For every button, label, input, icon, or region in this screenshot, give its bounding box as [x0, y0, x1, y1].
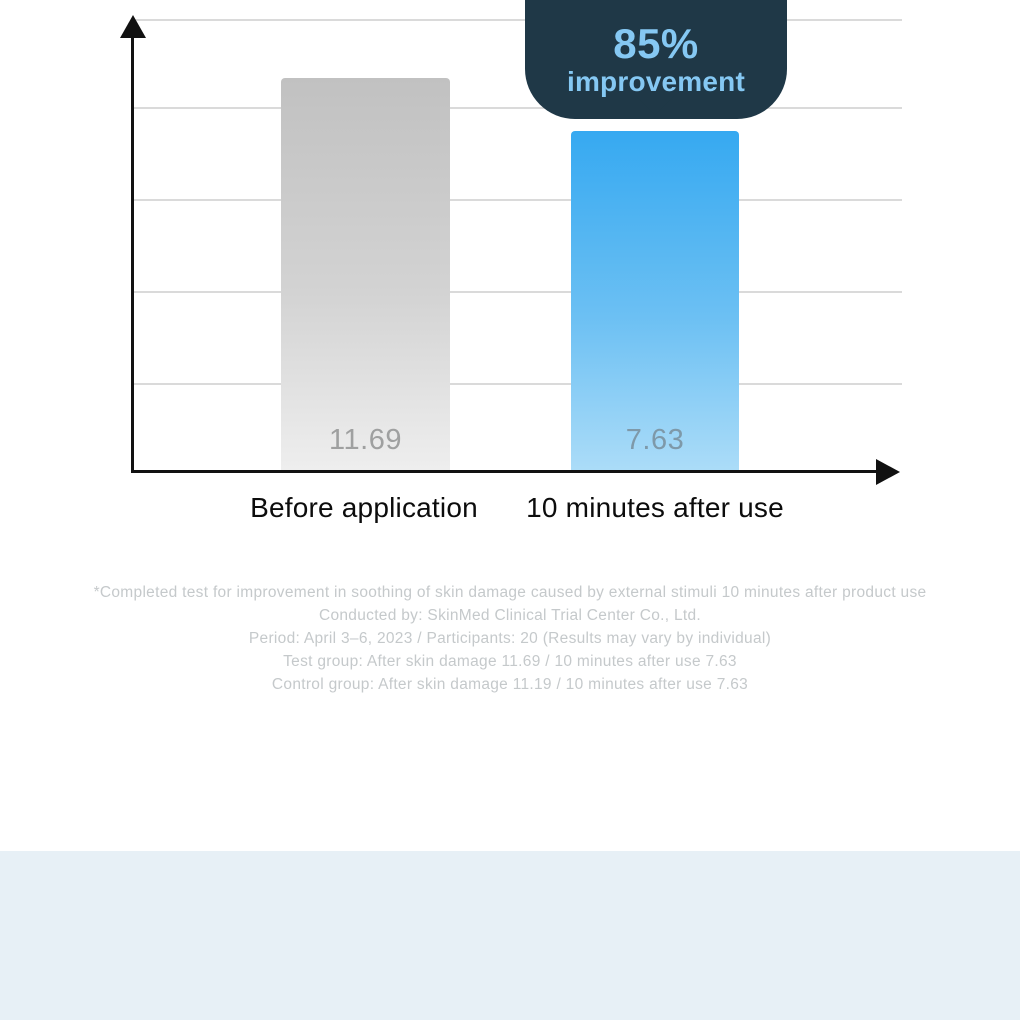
footnote-line: Test group: After skin damage 11.69 / 10… — [283, 653, 737, 670]
category-label-before-application: Before application — [250, 492, 478, 523]
gridline — [133, 19, 902, 21]
arrow-up-icon — [120, 15, 146, 38]
callout-tail-pointer — [636, 96, 674, 115]
arrow-right-icon — [876, 459, 900, 485]
callout-label-text: improvement — [566, 66, 746, 97]
gridline — [133, 199, 902, 201]
bar-10-minutes-after-use: 7.63 — [571, 131, 739, 470]
footnote-line: *Completed test for improvement in sooth… — [93, 584, 927, 601]
footnote-line: Conducted by: SkinMed Clinical Trial Cen… — [318, 607, 702, 624]
callout-percent-text: 85% — [613, 20, 699, 67]
bottom-section — [0, 851, 1020, 1020]
y-axis — [131, 30, 134, 472]
bar-value-label: 11.69 — [329, 424, 402, 456]
footnote-block: *Completed test for improvement in sooth… — [0, 581, 1020, 696]
bar-value-label: 7.63 — [625, 424, 685, 456]
footnote-line: Control group: After skin damage 11.19 /… — [271, 676, 749, 693]
bar-before-application: 11.69 — [281, 78, 450, 470]
category-label-10-minutes-after-use: 10 minutes after use — [526, 492, 784, 523]
gridline — [133, 107, 902, 109]
gridline — [133, 291, 902, 293]
footnote-line: Period: April 3–6, 2023 / Participants: … — [248, 630, 772, 647]
gridline — [133, 383, 902, 385]
x-axis — [131, 470, 878, 473]
